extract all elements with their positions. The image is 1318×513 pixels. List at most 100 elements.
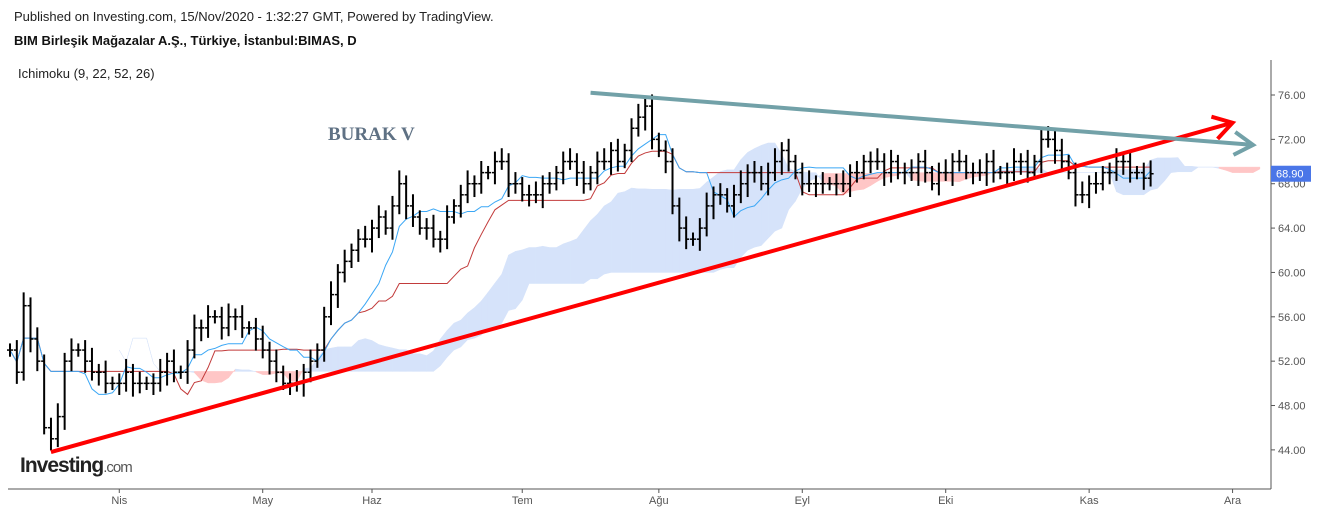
cloud-segment xyxy=(1041,168,1050,173)
cloud-segment xyxy=(1157,157,1165,190)
cloud-segment xyxy=(706,176,714,273)
cloud-segment xyxy=(822,173,830,185)
last-price-label: 68.90 xyxy=(1276,169,1304,181)
cloud-segment xyxy=(364,338,373,372)
cloud-segment xyxy=(412,353,421,372)
cloud-segment xyxy=(726,169,735,268)
resistance-trendline xyxy=(590,90,1254,147)
published-note: Published on Investing.com, 15/Nov/2020 … xyxy=(14,9,494,24)
cloud-segment xyxy=(1191,165,1200,173)
y-tick-label: 48.00 xyxy=(1278,401,1306,413)
cloud-segment xyxy=(870,173,878,187)
cloud-segment xyxy=(959,172,967,183)
cloud-segment xyxy=(747,148,755,251)
cloud-segment xyxy=(1212,166,1220,169)
symbol-title: BIM Birleşik Mağazalar A.Ş., Türkiye, İs… xyxy=(14,33,357,48)
cloud-segment xyxy=(323,347,332,372)
cloud-segment xyxy=(235,368,243,372)
cloud-segment xyxy=(453,319,462,351)
cloud-segment xyxy=(289,371,298,382)
cloud-segment xyxy=(119,349,127,363)
x-tick-label: Haz xyxy=(362,495,382,507)
x-tick-label: Ara xyxy=(1224,495,1242,507)
cloud-segment xyxy=(337,346,345,372)
cloud-segment xyxy=(610,192,619,273)
cloud-segment xyxy=(194,371,202,381)
cloud-segment xyxy=(419,353,427,372)
cloud-segment xyxy=(440,329,448,367)
cloud-segment xyxy=(774,142,783,232)
cloud-segment xyxy=(1123,169,1131,196)
cloud-segment xyxy=(808,172,817,182)
cloud-segment xyxy=(562,241,571,284)
cloud-segment xyxy=(487,282,496,329)
cloud-segment xyxy=(556,243,564,284)
cloud-segment xyxy=(1218,166,1226,171)
cloud-segment xyxy=(931,172,940,182)
cloud-segment xyxy=(952,172,960,183)
cloud-segment xyxy=(528,247,537,284)
x-tick-label: Eki xyxy=(938,495,953,507)
cloud-segment xyxy=(392,347,400,372)
cloud-segment xyxy=(965,172,974,180)
cloud-segment xyxy=(890,173,899,177)
cloud-segment xyxy=(644,188,653,273)
cloud-segment xyxy=(781,154,789,229)
cloud-segment xyxy=(241,369,250,372)
cloud-segment xyxy=(720,169,728,270)
x-tick-label: Eyl xyxy=(795,495,810,507)
cloud-segment xyxy=(153,363,161,372)
cloud-segment xyxy=(924,172,933,182)
cloud-segment xyxy=(658,189,666,273)
cloud-segment xyxy=(1177,156,1186,173)
cloud-segment xyxy=(590,213,598,280)
cloud-segment xyxy=(692,188,701,273)
cloud-segment xyxy=(125,338,134,363)
cloud-segment xyxy=(1116,169,1124,196)
x-tick-label: Kas xyxy=(1080,495,1099,507)
cloud-segment xyxy=(685,189,694,273)
cloud-segment xyxy=(911,172,919,182)
cloud-segment xyxy=(1239,166,1247,173)
cloud-segment xyxy=(426,350,434,372)
y-tick-label: 60.00 xyxy=(1278,267,1306,279)
cloud-segment xyxy=(631,187,639,273)
cloud-segment xyxy=(542,245,550,284)
cloud-segment xyxy=(1164,157,1172,182)
logo-suffix: .com xyxy=(103,459,132,476)
y-tick-label: 72.00 xyxy=(1278,134,1306,146)
cloud-segment xyxy=(945,172,953,182)
cloud-segment xyxy=(330,346,339,372)
cloud-segment xyxy=(1232,166,1240,173)
cloud-segment xyxy=(638,188,646,273)
x-tick-label: Tem xyxy=(512,495,533,507)
cloud-segment xyxy=(665,188,673,273)
cloud-segment xyxy=(617,191,625,273)
resistance-trendline-arrowhead-icon xyxy=(1232,130,1257,157)
cloud-segment xyxy=(1245,166,1254,173)
cloud-segment xyxy=(1170,157,1179,173)
cloud-segment xyxy=(269,371,277,375)
cloud-segment xyxy=(1252,166,1261,174)
y-tick-label: 64.00 xyxy=(1278,223,1306,235)
cloud-segment xyxy=(802,171,810,190)
cloud-segment xyxy=(767,142,776,239)
cloud-segment xyxy=(221,371,229,383)
cloud-segment xyxy=(522,247,530,301)
cloud-segment xyxy=(603,201,612,275)
cloud-segment xyxy=(296,368,304,382)
cloud-segment xyxy=(371,340,380,372)
cloud-segment xyxy=(754,144,762,248)
cloud-segment xyxy=(883,173,892,179)
cloud-segment xyxy=(815,171,824,183)
x-tick-label: Nis xyxy=(111,495,127,507)
cloud-segment xyxy=(248,369,257,373)
cloud-segment xyxy=(1225,166,1233,173)
cloud-segment xyxy=(672,188,680,273)
support-trendline-arrowhead-icon xyxy=(1210,114,1237,141)
cloud-segment xyxy=(460,312,468,348)
cloud-segment xyxy=(583,219,591,285)
cloud-segment xyxy=(187,371,195,373)
cloud-segment xyxy=(740,151,748,259)
